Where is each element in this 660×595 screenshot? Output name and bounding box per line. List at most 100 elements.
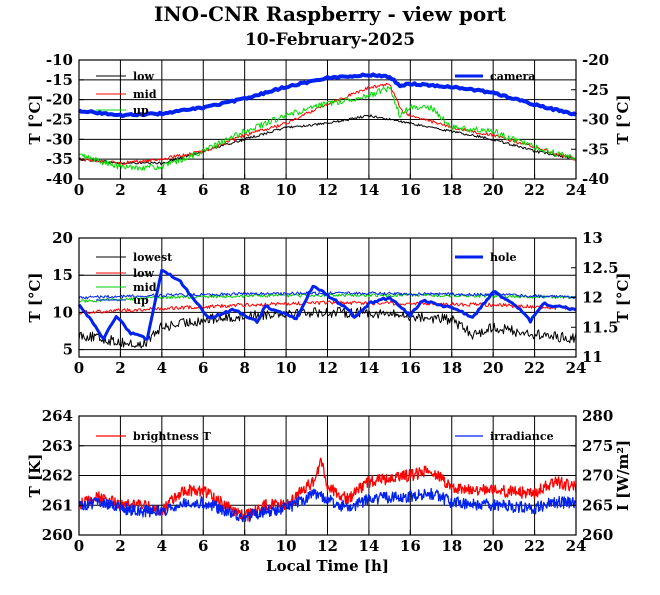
y-tick-label: -35	[46, 150, 73, 168]
series-line-low	[78, 300, 577, 315]
legend-label: mid	[133, 88, 157, 101]
series-line-brightness-T	[78, 457, 577, 522]
chart-panels: 0 2 4 6 8 10 12 14 16 18 20 22 24-10-15-20-25-30-35-…	[26, 51, 632, 575]
chart-panel-2: 0 2 4 6 8 10 12 14 16 18 20 22 2420151051312.51211.5…	[26, 229, 632, 377]
x-tick-label: 24	[566, 181, 587, 199]
series-line-irradiance	[78, 487, 577, 523]
legend-label: camera	[490, 70, 535, 83]
y-tick-label: 261	[42, 496, 73, 514]
legend-label: up	[133, 104, 149, 117]
x-tick-label: 2	[115, 537, 125, 555]
series-line-hole	[77, 268, 577, 341]
x-tick-label: 16	[400, 181, 421, 199]
x-tick-label: 24	[566, 359, 587, 377]
y2-axis-label: T [°C]	[614, 272, 632, 322]
chart-panel-3: 0 2 4 6 8 10 12 14 16 18 20 22 242642632622612602802…	[26, 407, 632, 575]
chart-title: INO-CNR Raspberry - view port	[154, 2, 507, 26]
y2-tick-label: -20	[582, 51, 609, 69]
y-tick-label: 20	[52, 229, 73, 247]
legend-label: low	[133, 267, 155, 280]
x-tick-label: 10	[276, 359, 297, 377]
legend-label: brightness T	[133, 430, 212, 443]
x-tick-label: 6	[198, 181, 208, 199]
x-axis-label: Local Time [h]	[266, 557, 389, 575]
series-line-mid	[78, 82, 577, 165]
x-tick-label: 20	[483, 359, 504, 377]
y-tick-label: -25	[46, 111, 73, 129]
y2-tick-label: 11.5	[582, 318, 619, 336]
legend-label: up	[133, 294, 149, 307]
x-tick-label: 6	[198, 359, 208, 377]
y2-tick-label: -25	[582, 81, 609, 99]
x-tick-label: 10	[276, 537, 297, 555]
x-tick-label: 8	[239, 181, 249, 199]
y-tick-label: -40	[46, 170, 73, 188]
y2-tick-label: 260	[582, 526, 613, 544]
x-tick-label: 10	[276, 181, 297, 199]
x-tick-label: 0	[74, 359, 84, 377]
y-tick-label: 264	[42, 407, 73, 425]
x-tick-label: 4	[157, 181, 167, 199]
x-tick-label: 4	[157, 537, 167, 555]
x-tick-label: 16	[400, 537, 421, 555]
legend-label: lowest	[133, 251, 173, 264]
x-tick-label: 12	[317, 537, 338, 555]
y2-tick-label: -30	[582, 111, 609, 129]
y-axis-label: T [°C]	[26, 94, 44, 144]
y-tick-label: 260	[42, 526, 73, 544]
x-tick-label: 18	[441, 181, 462, 199]
x-tick-label: 8	[239, 537, 249, 555]
y2-tick-label: 13	[582, 229, 603, 247]
y2-tick-label: 11	[582, 348, 603, 366]
x-tick-label: 0	[74, 537, 84, 555]
x-tick-label: 14	[358, 537, 379, 555]
y-tick-label: -10	[46, 51, 73, 69]
x-tick-label: 22	[524, 359, 545, 377]
x-tick-label: 14	[358, 181, 379, 199]
x-tick-label: 14	[358, 359, 379, 377]
y2-tick-label: -40	[582, 170, 609, 188]
y2-tick-label: 280	[582, 407, 613, 425]
x-tick-label: 22	[524, 181, 545, 199]
y-tick-label: 15	[52, 266, 73, 284]
y-axis-label: T [K]	[26, 454, 44, 498]
y-tick-label: -30	[46, 130, 73, 148]
chart-subtitle: 10-February-2025	[245, 30, 415, 50]
x-tick-label: 22	[524, 537, 545, 555]
series-line-lowest	[78, 306, 577, 349]
y-tick-label: -15	[46, 71, 73, 89]
x-tick-label: 12	[317, 181, 338, 199]
y2-tick-label: -35	[582, 140, 609, 158]
x-tick-label: 0	[74, 181, 84, 199]
legend-label: low	[133, 70, 155, 83]
x-tick-label: 2	[115, 181, 125, 199]
series-line-up	[78, 291, 577, 300]
x-tick-label: 20	[483, 181, 504, 199]
series-line-up	[78, 86, 577, 171]
x-tick-label: 24	[566, 537, 587, 555]
y2-tick-label: 275	[582, 437, 613, 455]
y-tick-label: 10	[52, 303, 73, 321]
legend-label: mid	[133, 281, 157, 294]
y-tick-label: 5	[63, 341, 73, 359]
legend-label: irradiance	[490, 430, 554, 443]
y2-axis-label: T [°C]	[614, 94, 632, 144]
y2-tick-label: 12.5	[582, 259, 619, 277]
y2-tick-label: 12	[582, 289, 603, 307]
y-tick-label: -20	[46, 91, 73, 109]
y-tick-label: 263	[42, 437, 73, 455]
x-tick-label: 6	[198, 537, 208, 555]
legend-label: hole	[490, 251, 517, 264]
chart-panel-1: 0 2 4 6 8 10 12 14 16 18 20 22 24-10-15-20-25-30-35-…	[26, 51, 632, 199]
x-tick-label: 2	[115, 359, 125, 377]
x-tick-label: 8	[239, 359, 249, 377]
y-axis-label: T [°C]	[26, 272, 44, 322]
x-tick-label: 4	[157, 359, 167, 377]
y2-axis-label: I [W/m²]	[614, 440, 632, 511]
x-tick-label: 12	[317, 359, 338, 377]
y-tick-label: 262	[42, 467, 73, 485]
series-line-low	[78, 114, 577, 165]
x-tick-label: 16	[400, 359, 421, 377]
x-tick-label: 18	[441, 359, 462, 377]
